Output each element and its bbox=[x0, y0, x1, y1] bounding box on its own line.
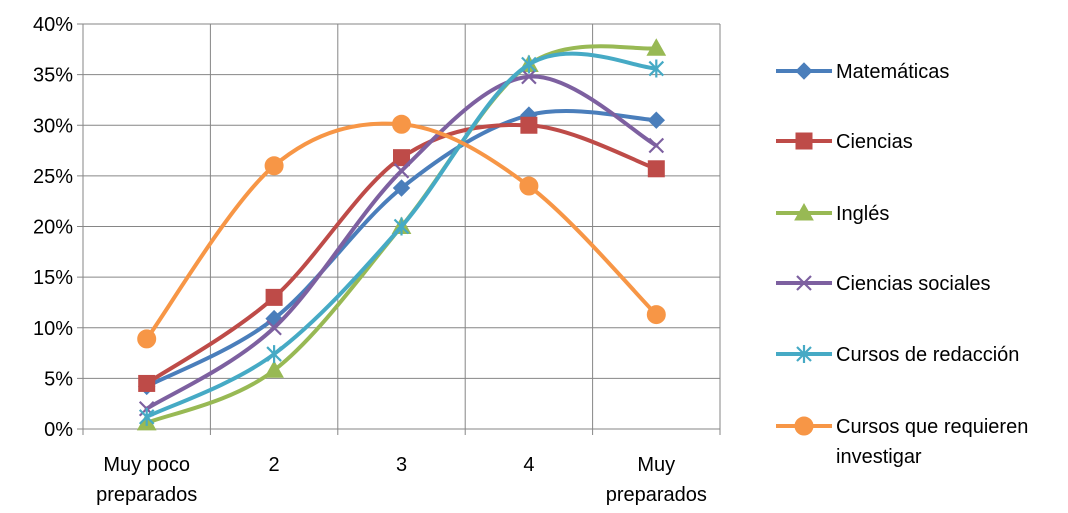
legend-item: Matemáticas bbox=[776, 61, 949, 83]
legend-item: Cursos que requieren investigar bbox=[776, 416, 1028, 468]
series-5 bbox=[138, 51, 665, 426]
y-tick-label: 25% bbox=[33, 166, 73, 188]
legend: Matemáticas Ciencias Inglés Ciencias social… bbox=[776, 61, 1028, 468]
legend-item: Ciencias bbox=[776, 131, 913, 153]
x-tick-label: 2 bbox=[269, 454, 280, 476]
legend-label: Cursos que requieren bbox=[836, 416, 1028, 438]
data-point bbox=[520, 116, 538, 134]
x-tick-label: Muy poco bbox=[103, 454, 190, 476]
x-tick-label: Muy bbox=[637, 454, 675, 476]
y-tick-label: 30% bbox=[33, 115, 73, 137]
legend-marker bbox=[795, 62, 813, 80]
data-point bbox=[393, 163, 410, 179]
legend-label: Ciencias bbox=[836, 131, 913, 153]
series-2 bbox=[138, 116, 665, 392]
data-point bbox=[392, 179, 411, 197]
y-tick-label: 20% bbox=[33, 217, 73, 239]
x-tick-label: 4 bbox=[523, 454, 534, 476]
data-point bbox=[138, 407, 155, 426]
data-point bbox=[521, 55, 537, 74]
x-tick-label: preparados bbox=[606, 484, 707, 506]
data-point bbox=[137, 329, 157, 349]
axes: 0% 5% 10% 15% 20% 25% 30% 35% 40% Muy poco prepara… bbox=[33, 14, 721, 506]
data-point bbox=[519, 176, 539, 196]
y-tick-label: 10% bbox=[33, 318, 73, 340]
legend-marker bbox=[795, 132, 813, 150]
data-point bbox=[521, 68, 537, 85]
legend-item: Cursos de redacción bbox=[776, 344, 1019, 366]
data-point bbox=[646, 305, 666, 325]
data-point bbox=[647, 160, 665, 178]
y-tick-label: 40% bbox=[33, 14, 73, 36]
data-point bbox=[266, 345, 282, 364]
x-tick-label: 3 bbox=[396, 454, 407, 476]
data-point bbox=[392, 114, 411, 134]
data-point bbox=[266, 319, 282, 336]
y-tick-label: 15% bbox=[33, 267, 73, 289]
legend-label: Inglés bbox=[836, 203, 889, 225]
legend-label: investigar bbox=[836, 446, 922, 468]
legend-marker bbox=[794, 202, 814, 221]
legend-item: Inglés bbox=[776, 202, 889, 225]
data-point bbox=[264, 360, 284, 378]
legend-marker bbox=[796, 345, 812, 363]
data-point bbox=[264, 156, 284, 176]
data-point bbox=[646, 38, 667, 56]
series-group bbox=[136, 38, 667, 431]
y-tick-label: 5% bbox=[44, 368, 73, 390]
x-tick-label: preparados bbox=[96, 484, 197, 506]
data-point bbox=[393, 217, 410, 236]
y-tick-label: 0% bbox=[44, 419, 73, 441]
legend-label: Cursos de redacción bbox=[836, 344, 1019, 366]
legend-marker bbox=[796, 275, 812, 291]
y-tick-label: 35% bbox=[33, 65, 73, 87]
data-point bbox=[393, 149, 410, 167]
data-point bbox=[648, 59, 665, 78]
data-point bbox=[647, 111, 666, 129]
legend-label: Ciencias sociales bbox=[836, 273, 991, 295]
legend-label: Matemáticas bbox=[836, 61, 949, 83]
data-point bbox=[648, 137, 665, 154]
series-6 bbox=[137, 114, 666, 349]
data-point bbox=[265, 288, 283, 306]
legend-item: Ciencias sociales bbox=[776, 273, 991, 295]
data-point bbox=[138, 374, 156, 392]
legend-marker bbox=[794, 416, 814, 436]
